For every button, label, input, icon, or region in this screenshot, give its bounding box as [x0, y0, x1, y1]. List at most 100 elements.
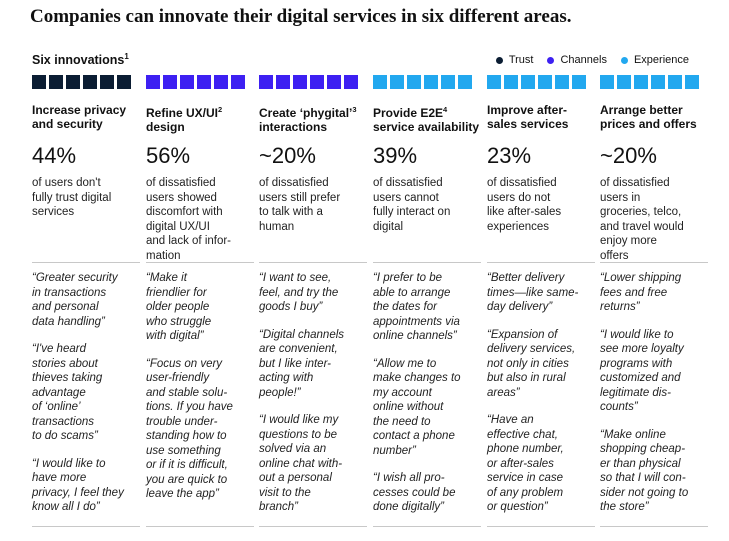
- category-squares: [600, 75, 706, 89]
- category-square: [163, 75, 177, 89]
- bottom-divider: [487, 526, 595, 527]
- user-quote: “I wish all pro-cesses could be done digi…: [373, 472, 456, 513]
- stat-description: of dissatisfied users still prefer to talk…: [259, 177, 341, 233]
- divider: [32, 262, 140, 263]
- user-quote: “Allow me to make changes to my account onl…: [373, 357, 461, 457]
- category-square: [668, 75, 682, 89]
- category-square: [617, 75, 631, 89]
- category-square: [214, 75, 228, 89]
- column-heading: Arrange better prices and offers: [600, 103, 697, 131]
- bottom-divider: [600, 526, 708, 527]
- user-quote: “I've heard stories about thieves taking ad…: [32, 343, 103, 442]
- category-square: [100, 75, 114, 89]
- column-heading: Refine UX/UI2 design: [146, 105, 223, 134]
- category-squares: [487, 75, 593, 89]
- category-square: [407, 75, 421, 89]
- legend: Trust Channels Experience: [482, 54, 689, 66]
- category-square: [344, 75, 358, 89]
- stat-value: 39%: [373, 143, 418, 168]
- innovation-column-2: Refine UX/UI2 design 56% of dissatisfied use…: [146, 75, 254, 515]
- innovation-column-1: Increase privacy and security 44% of users …: [32, 75, 140, 528]
- category-square: [634, 75, 648, 89]
- heading-footnote: 3: [352, 105, 357, 114]
- legend-label: Channels: [560, 54, 607, 66]
- divider: [373, 262, 481, 263]
- category-square: [293, 75, 307, 89]
- legend-dot-icon: [620, 56, 628, 64]
- category-square: [373, 75, 387, 89]
- category-square: [572, 75, 586, 89]
- category-squares: [373, 75, 479, 89]
- legend-item-experience: Experience: [620, 54, 689, 66]
- page-title: Companies can innovate their digital ser…: [30, 6, 572, 27]
- quotes-list: “Better delivery times—like same-day deli…: [487, 263, 593, 515]
- category-square: [197, 75, 211, 89]
- stat-description: of dissatisfied users do not like after-sa…: [487, 177, 562, 233]
- category-squares: [259, 75, 365, 89]
- innovation-column-4: Provide E2E4 service availability 39% of di…: [373, 75, 481, 528]
- user-quote: “Have an effective chat, phone number, or a…: [487, 414, 564, 513]
- heading-footnote: 4: [443, 105, 448, 114]
- column-heading: Improve after-sales services: [487, 103, 569, 131]
- quotes-list: “Greater security in transactions and pers…: [32, 263, 138, 515]
- user-quote: “Lower shipping fees and free returns”: [600, 272, 682, 313]
- category-square: [424, 75, 438, 89]
- user-quote: “I would like to see more loyalty programs…: [600, 328, 684, 414]
- category-square: [685, 75, 699, 89]
- category-square: [521, 75, 535, 89]
- stat-value: 44%: [32, 143, 77, 168]
- quotes-list: “Lower shipping fees and free returns” “I w…: [600, 263, 706, 515]
- category-square: [538, 75, 552, 89]
- category-square: [458, 75, 472, 89]
- category-square: [600, 75, 614, 89]
- legend-dot-icon: [495, 56, 503, 64]
- subtitle-footnote: 1: [124, 52, 129, 61]
- user-quote: “I prefer to be able to arrange the dates …: [373, 272, 460, 342]
- stat-value: 23%: [487, 143, 532, 168]
- category-square: [180, 75, 194, 89]
- category-squares: [32, 75, 138, 89]
- heading-footnote: 2: [218, 105, 223, 114]
- divider: [259, 262, 367, 263]
- category-square: [651, 75, 665, 89]
- category-square: [487, 75, 501, 89]
- stat-value: ~20%: [259, 143, 316, 168]
- quotes-list: “I want to see, feel, and try the goods I …: [259, 263, 365, 515]
- user-quote: “Greater security in transactions and pers…: [32, 272, 118, 328]
- legend-label: Trust: [508, 54, 534, 66]
- legend-label: Experience: [633, 54, 689, 66]
- stat-description: of users don't fully trust digital service…: [32, 177, 112, 218]
- quotes-list: “Make it friendlier for older people who st…: [146, 263, 252, 502]
- legend-item-trust: Trust: [495, 54, 534, 66]
- stat-description: of dissatisfied users showed discomfort wi…: [146, 177, 232, 262]
- legend-item-channels: Channels: [547, 54, 607, 66]
- stat-description: of dissatisfied users in groceries, telco,…: [600, 177, 684, 262]
- category-square: [276, 75, 290, 89]
- divider: [487, 262, 595, 263]
- innovation-column-3: Create ‘phygital’3 interactions ~20% of dis…: [259, 75, 367, 528]
- column-heading: Provide E2E4 service availability: [373, 105, 480, 134]
- category-square: [231, 75, 245, 89]
- user-quote: “Focus on very user-friendly and stable so…: [146, 357, 233, 501]
- bottom-divider: [146, 526, 254, 527]
- category-square: [310, 75, 324, 89]
- section-subtitle: Six innovations1: [32, 52, 129, 67]
- category-square: [327, 75, 341, 89]
- bottom-divider: [32, 526, 140, 527]
- user-quote: “Expansion of delivery services, not only …: [487, 328, 576, 399]
- subtitle-text: Six innovations: [32, 53, 125, 68]
- user-quote: “I want to see, feel, and try the goods I …: [259, 272, 339, 313]
- category-squares: [146, 75, 252, 89]
- user-quote: “Better delivery times—like same-day deli…: [487, 272, 579, 313]
- legend-dot-icon: [547, 56, 555, 64]
- category-square: [32, 75, 46, 89]
- innovation-column-6: Arrange better prices and offers ~20% of di…: [600, 75, 708, 528]
- user-quote: “I would like to have more privacy, I feel…: [32, 457, 124, 514]
- category-square: [504, 75, 518, 89]
- quotes-list: “I prefer to be able to arrange the dates …: [373, 263, 479, 515]
- category-square: [441, 75, 455, 89]
- category-square: [259, 75, 273, 89]
- category-square: [49, 75, 63, 89]
- stat-value: 56%: [146, 143, 191, 168]
- divider: [600, 262, 708, 263]
